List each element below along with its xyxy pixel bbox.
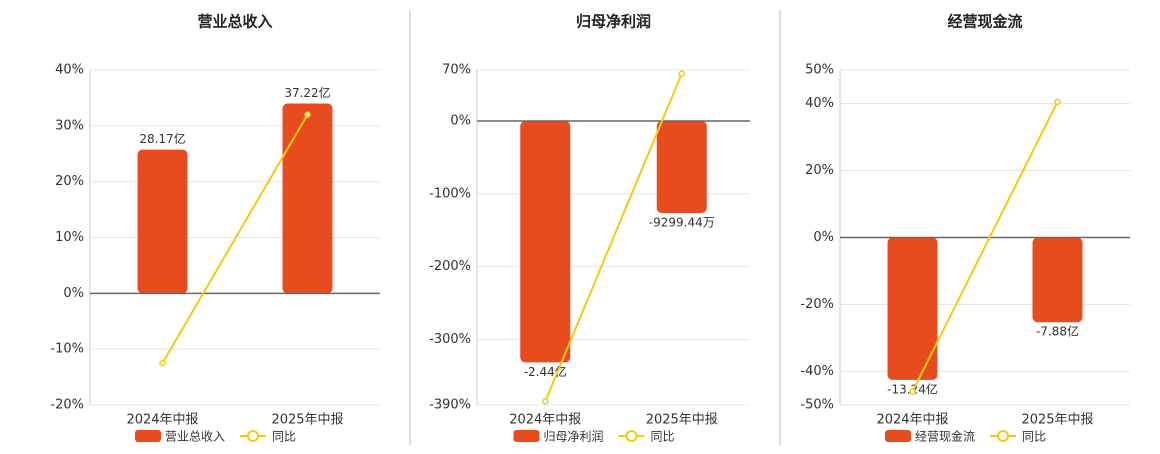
x-tick-label: 2024年中报 <box>876 413 948 428</box>
legend-marker <box>625 430 638 442</box>
value-label: 37.22亿 <box>284 85 330 100</box>
y-tick-label: 0% <box>63 286 84 301</box>
legend-swatch <box>885 430 911 442</box>
y-tick-label: 30% <box>55 118 84 133</box>
bar <box>656 120 707 213</box>
line-point <box>542 398 549 405</box>
x-tick-label: 2024年中报 <box>509 413 581 428</box>
line-point <box>304 111 311 118</box>
bar <box>137 149 188 294</box>
x-tick-label: 2025年中报 <box>646 413 718 428</box>
legend-swatch <box>513 430 540 442</box>
y-tick-label: 70% <box>442 63 471 78</box>
legend-label: 归母净利润 <box>544 430 604 444</box>
chart-title: 归母净利润 <box>576 13 651 31</box>
value-label: -9299.44万 <box>649 215 715 229</box>
y-tick-label: -390% <box>429 398 471 413</box>
line <box>161 114 309 364</box>
legend-label: 同比 <box>272 430 296 444</box>
x-tick-label: 2025年中报 <box>271 413 343 428</box>
legend-marker <box>997 430 1009 442</box>
y-tick-label: -10% <box>50 342 84 357</box>
line-point <box>1054 98 1061 106</box>
value-label: 28.17亿 <box>139 131 185 146</box>
y-tick-label: -20% <box>800 297 834 312</box>
y-tick-label: -40% <box>800 364 834 379</box>
y-tick-label: 0% <box>450 113 471 128</box>
y-tick-label: 0% <box>813 230 834 245</box>
y-tick-label: -200% <box>429 259 471 274</box>
bar <box>282 103 333 294</box>
line-point <box>159 359 166 367</box>
y-tick-label: 40% <box>805 96 834 111</box>
y-tick-label: 50% <box>805 63 834 78</box>
legend-label: 同比 <box>1022 430 1046 444</box>
legend-label: 营业总收入 <box>165 430 225 444</box>
bar <box>887 237 938 380</box>
line <box>911 101 1059 393</box>
bar <box>1032 237 1083 323</box>
y-tick-label: 10% <box>55 230 84 245</box>
line-point <box>909 388 916 395</box>
y-tick-label: -100% <box>429 186 471 201</box>
x-tick-label: 2024年中报 <box>126 413 198 428</box>
y-tick-label: 20% <box>55 174 84 189</box>
bar <box>520 120 571 363</box>
line <box>544 73 683 402</box>
y-tick-label: -20% <box>50 398 84 413</box>
legend-swatch <box>135 430 161 442</box>
legend-label: 同比 <box>651 430 675 444</box>
legend-marker <box>247 430 259 442</box>
x-tick-label: 2025年中报 <box>1021 413 1093 428</box>
chart-title: 营业总收入 <box>197 13 272 31</box>
value-label: -7.88亿 <box>1036 324 1079 339</box>
y-tick-label: -50% <box>800 398 834 413</box>
y-tick-label: 20% <box>805 163 834 178</box>
y-tick-label: 40% <box>55 63 84 78</box>
y-tick-label: -300% <box>429 332 471 347</box>
legend-label: 经营现金流 <box>915 429 975 444</box>
chart-title: 经营现金流 <box>947 13 1022 31</box>
line-point <box>678 70 685 77</box>
